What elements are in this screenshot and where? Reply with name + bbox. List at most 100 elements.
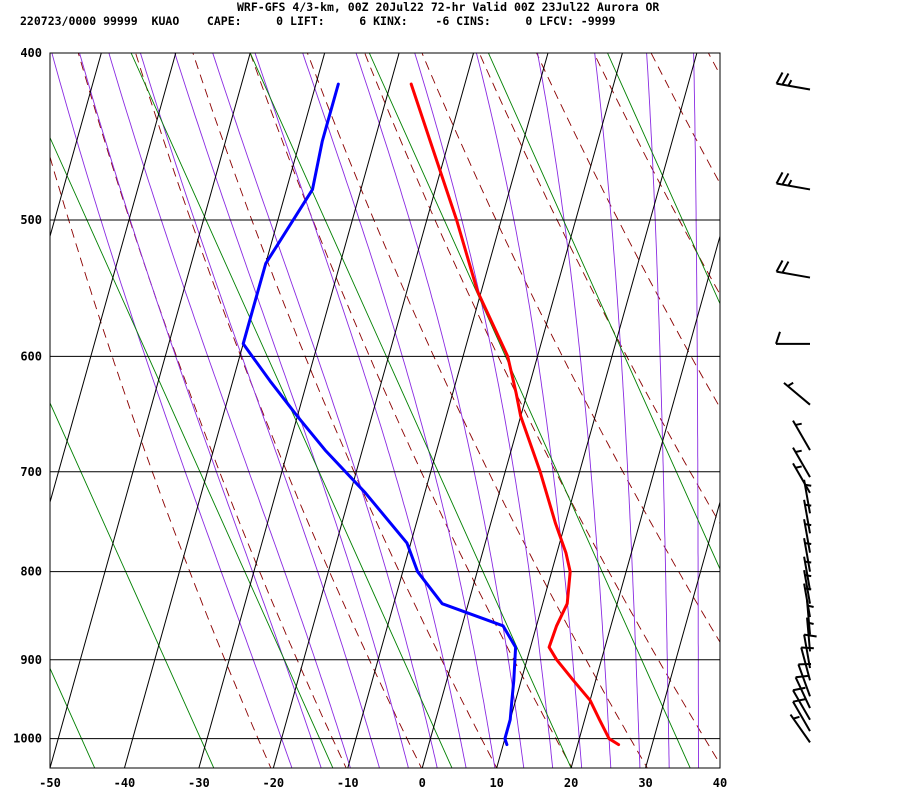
moist-adiabat: [302, 53, 496, 768]
barb-flag-half: [804, 560, 812, 564]
axis-labels: 400 500 600 700 800 900 1000 -50 -40 -30 -20 -10 0 10…: [13, 46, 727, 790]
wind-barb: [783, 381, 811, 406]
dry-adiabat: [650, 53, 720, 185]
wind-barb: [792, 698, 811, 732]
barb-flag-half: [804, 587, 812, 591]
dry-adiabat: [77, 53, 347, 768]
dry-adiabat: [249, 53, 573, 768]
moist-adiabat: [212, 53, 438, 768]
wind-barb: [803, 583, 812, 618]
dry-adiabat: [135, 53, 422, 768]
barb-flag-full: [792, 698, 806, 703]
pressure-tick-label: 500: [20, 213, 42, 227]
wind-barb: [775, 171, 811, 191]
wind-barb: [797, 663, 812, 697]
pressure-tick-label: 600: [20, 349, 42, 363]
barb-flag-half: [807, 604, 814, 608]
moist-adiabat: [693, 53, 699, 768]
barb-staff: [803, 634, 811, 669]
wind-barb: [792, 686, 811, 721]
pressure-tick-label: 400: [20, 46, 42, 60]
moist-adiabat: [594, 53, 641, 768]
barb-flag-full: [775, 171, 784, 185]
barb-staff: [794, 676, 811, 709]
wind-barb: [789, 713, 811, 743]
moist-adiabat: [174, 53, 409, 768]
isotherm-gridline: [719, 766, 720, 768]
sounding-profiles: [241, 82, 621, 747]
barb-staff: [776, 82, 811, 91]
sounding-indices: 220723/0000 99999 KUAO CAPE: 0 LIFT: 6 K…: [20, 14, 616, 28]
mixing-ratio-line: [249, 53, 572, 768]
mixing-ratio-line: [607, 53, 720, 305]
temperature-tick-label: 10: [489, 776, 503, 790]
barb-staff: [792, 701, 811, 732]
barb-flag-full: [803, 633, 817, 638]
mixing-ratio-line: [487, 53, 720, 571]
wind-barb: [775, 72, 811, 91]
wind-barbs: [775, 72, 817, 743]
wind-barb: [803, 570, 812, 604]
dry-adiabat: [364, 53, 720, 765]
barb-flag-half: [804, 503, 812, 507]
barb-flag-half: [807, 621, 814, 626]
wind-barb: [803, 479, 812, 514]
isotherm-gridline: [421, 53, 623, 768]
temperature-tick-label: -10: [337, 776, 359, 790]
barb-flag-full: [775, 331, 781, 345]
barb-flag-half: [793, 715, 800, 720]
isotherm-gridline: [123, 53, 326, 768]
temperature-tick-label: 20: [564, 776, 578, 790]
dewpoint-line: [241, 82, 518, 747]
temperature-tick-label: -40: [114, 776, 136, 790]
moist-adiabat: [254, 53, 467, 768]
mixing-ratio-line: [368, 53, 691, 768]
pressure-tick-label: 900: [20, 653, 42, 667]
plot-frame: [49, 52, 721, 769]
temperature-tick-label: 0: [419, 776, 426, 790]
pressure-tick-label: 800: [20, 565, 42, 579]
barb-staff: [776, 182, 811, 191]
wind-barb: [803, 538, 812, 572]
barb-flag-full: [775, 260, 784, 273]
barb-flag-half: [795, 449, 802, 453]
temperature-line: [409, 82, 621, 747]
dry-adiabat: [818, 44, 900, 772]
grid-lines: [50, 53, 720, 768]
dry-adiabat: [421, 53, 720, 644]
barb-flag-full: [781, 261, 790, 274]
isotherm-gridline: [347, 53, 549, 768]
dry-adiabat: [707, 53, 720, 76]
mixing-ratio-line: [727, 53, 900, 768]
isotherm-gridline: [570, 234, 720, 768]
wind-barb: [806, 600, 814, 635]
wind-barb: [775, 331, 810, 345]
dry-adiabat: [192, 53, 498, 768]
dry-adiabat: [50, 155, 272, 768]
barb-flag-half: [795, 465, 802, 469]
temperature-tick-label: 30: [638, 776, 652, 790]
dry-adiabat: [761, 44, 900, 772]
barb-flag-full: [781, 172, 790, 186]
barb-flag-half: [787, 79, 793, 87]
barb-flag-half: [787, 381, 794, 387]
dry-adiabat: [593, 53, 720, 296]
wind-barb: [803, 519, 812, 553]
moist-adiabat: [537, 53, 612, 768]
wind-barb: [775, 260, 811, 279]
moist-adiabat: [728, 44, 737, 772]
isotherm-gridline: [50, 53, 251, 768]
wind-barb: [794, 674, 811, 709]
temperature-tick-label: 40: [713, 776, 727, 790]
isotherm-gridline: [50, 53, 177, 504]
barb-flag-full: [775, 72, 784, 85]
barb-flag-half: [804, 574, 812, 578]
isotherm-gridline: [645, 500, 720, 768]
moist-adiabat: [108, 53, 351, 768]
dry-adiabat: [478, 53, 720, 525]
sounding-title: WRF-GFS 4/3-km, 00Z 20Jul22 72-hr Valid …: [237, 0, 660, 14]
barb-flag-full: [792, 686, 806, 692]
moist-adiabat: [79, 53, 322, 768]
moist-adiabat: [355, 53, 525, 768]
